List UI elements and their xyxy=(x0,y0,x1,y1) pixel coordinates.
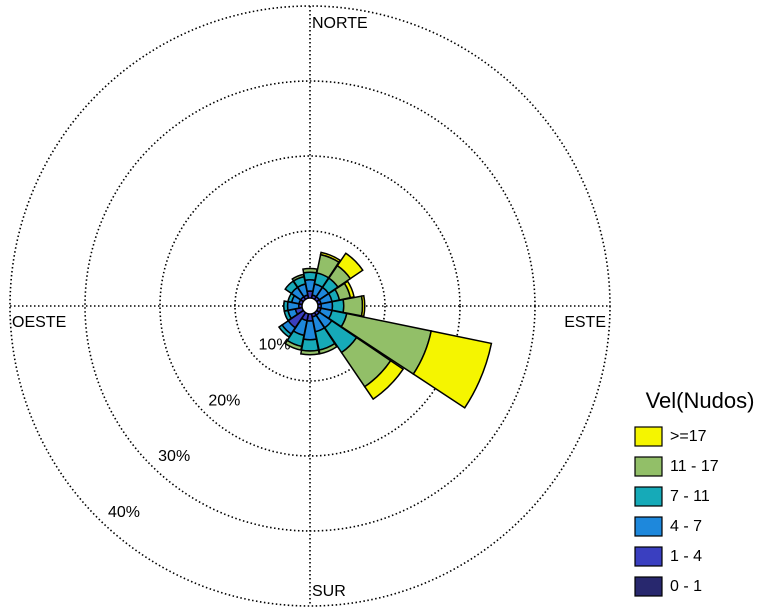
r-tick-label: 30% xyxy=(158,448,190,465)
legend-label: >=17 xyxy=(670,428,707,445)
legend-label: 0 - 1 xyxy=(670,578,702,595)
wind-bar xyxy=(283,300,289,312)
grid-ring xyxy=(159,155,461,457)
legend-swatch xyxy=(634,546,663,567)
legend-label: 11 - 17 xyxy=(670,458,719,475)
wind-bar xyxy=(277,323,293,339)
legend-label: 7 - 11 xyxy=(670,488,710,505)
wind-bar xyxy=(412,330,493,409)
legend-label: 1 - 4 xyxy=(670,548,702,565)
center-hole xyxy=(301,297,319,315)
direction-label: SUR xyxy=(312,583,346,600)
legend-swatch xyxy=(634,426,663,447)
wind-bar xyxy=(302,271,318,282)
wind-bar xyxy=(299,349,321,356)
wind-bar xyxy=(300,338,320,352)
wind-bar xyxy=(291,273,305,282)
wind-bar xyxy=(363,359,405,401)
direction-label: OESTE xyxy=(12,314,66,331)
r-tick-label: 10% xyxy=(259,337,291,354)
wind-bar xyxy=(284,339,303,351)
legend-swatch xyxy=(634,576,663,597)
r-tick-label: 40% xyxy=(108,504,140,521)
wind-bar xyxy=(336,252,364,280)
direction-label: NORTE xyxy=(312,15,368,32)
legend-swatch xyxy=(634,516,663,537)
legend-swatch xyxy=(634,486,663,507)
wind-bar xyxy=(319,251,342,264)
legend-swatch xyxy=(634,456,663,477)
legend-label: 4 - 7 xyxy=(670,518,702,535)
wind-bar xyxy=(360,294,366,318)
wind-bar xyxy=(302,267,318,274)
direction-label: ESTE xyxy=(564,314,606,331)
r-tick-label: 20% xyxy=(208,392,240,409)
legend-title: Vel(Nudos) xyxy=(646,388,755,413)
